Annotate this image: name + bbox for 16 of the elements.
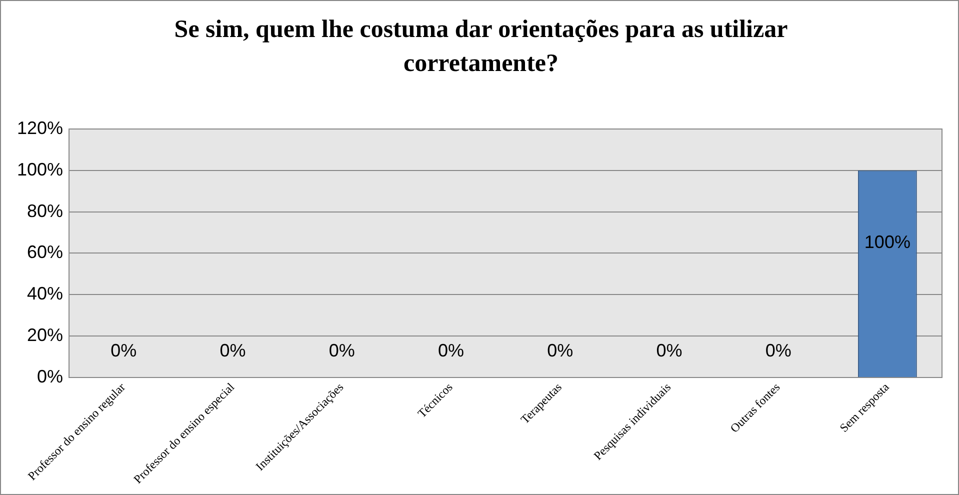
data-label: 100% <box>864 232 910 252</box>
y-tick-label: 120% <box>16 118 64 138</box>
y-tick-label: 20% <box>27 325 64 345</box>
data-label: 0% <box>110 340 137 360</box>
y-tick-label: 60% <box>27 242 64 262</box>
chart-title: Se sim, quem lhe costuma dar orientações para as utilizar corretamente? <box>173 15 789 79</box>
data-label: 0% <box>328 340 355 360</box>
y-tick-label: 100% <box>16 159 64 180</box>
data-label: 0% <box>438 340 464 360</box>
data-label: 0% <box>765 340 792 360</box>
y-tick-label: 80% <box>27 200 64 221</box>
data-label: 0% <box>547 340 574 360</box>
data-label: 0% <box>656 340 682 360</box>
data-label: 0% <box>220 340 246 360</box>
y-tick-label: 40% <box>27 284 64 304</box>
y-tick-label: 0% <box>37 366 64 386</box>
